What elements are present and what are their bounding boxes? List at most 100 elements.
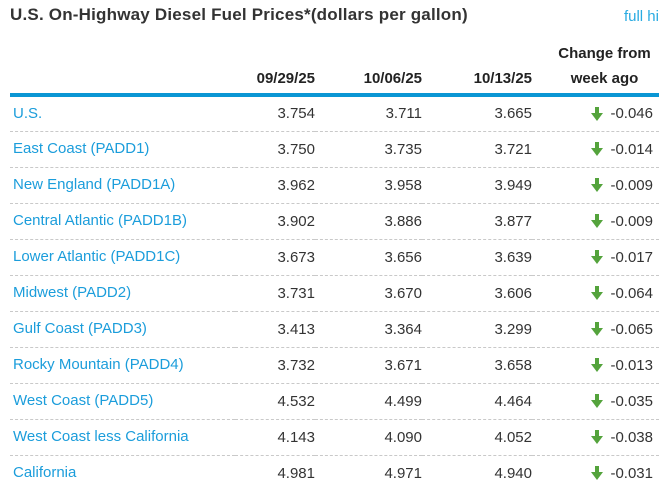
- change-value: -0.009: [610, 176, 653, 194]
- date-column-header: 09/29/25: [235, 62, 315, 97]
- price-cell: 3.665: [422, 95, 532, 132]
- price-cell: 3.670: [315, 275, 422, 312]
- price-cell: 4.464: [422, 383, 532, 420]
- region-column-header: [10, 62, 235, 97]
- price-cell: 3.656: [315, 239, 422, 276]
- table-row: New England (PADD1A) 3.962 3.958 3.949 -…: [10, 167, 659, 204]
- price-cell: 4.940: [494, 464, 532, 482]
- price-cell: 4.143: [235, 419, 315, 456]
- region-cell: Lower Atlantic (PADD1C): [10, 239, 235, 276]
- price-cell: 3.711: [315, 95, 422, 132]
- change-value: -0.009: [610, 212, 653, 230]
- price-cell: 3.877: [422, 203, 532, 240]
- down-arrow-icon: [591, 430, 604, 444]
- table-row: West Coast less California 4.143 4.090 4…: [10, 419, 659, 456]
- change-cell: -0.009: [532, 167, 659, 204]
- change-cell: -0.035: [532, 383, 659, 420]
- down-arrow-icon: [591, 214, 604, 228]
- change-value: -0.046: [610, 105, 653, 123]
- change-value: -0.013: [610, 356, 653, 374]
- region-cell: Rocky Mountain (PADD4): [10, 347, 235, 384]
- change-value: -0.038: [610, 428, 653, 446]
- table-row: Midwest (PADD2) 3.731 3.670 3.606 -0.064: [10, 275, 659, 312]
- region-link[interactable]: Lower Atlantic (PADD1C): [13, 248, 181, 265]
- table-row: Rocky Mountain (PADD4) 3.732 3.671 3.658…: [10, 347, 659, 384]
- price-cell: 3.754: [235, 95, 315, 132]
- title-bar: U.S. On-Highway Diesel Fuel Prices*(doll…: [0, 0, 659, 38]
- change-value: -0.064: [610, 284, 653, 302]
- price-cell: 4.532: [235, 383, 315, 420]
- region-cell: New England (PADD1A): [10, 167, 235, 204]
- region-cell: West Coast (PADD5): [10, 383, 235, 420]
- region-cell: U.S.: [10, 95, 235, 132]
- price-cell: 3.962: [235, 167, 315, 204]
- down-arrow-icon: [591, 358, 604, 372]
- down-arrow-icon: [591, 250, 604, 264]
- change-cell: -0.017: [532, 239, 659, 276]
- region-cell: West Coast less California: [10, 419, 235, 456]
- change-cell: -0.046: [532, 95, 659, 132]
- region-link[interactable]: Midwest (PADD2): [13, 284, 132, 301]
- price-cell: 3.658: [422, 347, 532, 384]
- price-cell: 3.750: [235, 131, 315, 168]
- price-cell: 3.735: [315, 131, 422, 168]
- price-cell: 3.731: [235, 275, 315, 312]
- table-row: Gulf Coast (PADD3) 3.413 3.364 3.299 -0.…: [10, 311, 659, 348]
- price-cell: 3.732: [235, 347, 315, 384]
- region-link[interactable]: California: [13, 464, 77, 482]
- page-title: U.S. On-Highway Diesel Fuel Prices*(doll…: [10, 5, 468, 24]
- region-link[interactable]: West Coast (PADD5): [13, 392, 154, 409]
- region-link[interactable]: West Coast less California: [13, 428, 189, 445]
- region-cell: Central Atlantic (PADD1B): [10, 203, 235, 240]
- price-cell: 3.364: [315, 311, 422, 348]
- change-value: -0.035: [610, 392, 653, 410]
- change-value: -0.017: [610, 248, 653, 266]
- price-cell: 3.673: [235, 239, 315, 276]
- table-row: East Coast (PADD1) 3.750 3.735 3.721 -0.…: [10, 131, 659, 168]
- region-cell: East Coast (PADD1): [10, 131, 235, 168]
- table-row: West Coast (PADD5) 4.532 4.499 4.464 -0.…: [10, 383, 659, 420]
- down-arrow-icon: [591, 142, 604, 156]
- region-cell: Gulf Coast (PADD3): [10, 311, 235, 348]
- region-link[interactable]: Rocky Mountain (PADD4): [13, 356, 184, 373]
- price-cell: 3.949: [422, 167, 532, 204]
- price-cell: 3.639: [422, 239, 532, 276]
- down-arrow-icon: [591, 286, 604, 300]
- change-cell: -0.064: [532, 275, 659, 312]
- price-cell: 3.606: [422, 275, 532, 312]
- date-column-header: 10/13/25: [422, 62, 532, 97]
- price-cell: 4.090: [315, 419, 422, 456]
- region-link[interactable]: New England (PADD1A): [13, 176, 176, 193]
- price-cell: 3.902: [235, 203, 315, 240]
- full-history-link[interactable]: full hi: [623, 8, 659, 25]
- price-cell: 3.886: [315, 203, 422, 240]
- region-link[interactable]: Central Atlantic (PADD1B): [13, 212, 187, 229]
- week-ago-header: week ago: [532, 62, 659, 97]
- region-link[interactable]: East Coast (PADD1): [13, 140, 150, 157]
- price-cell: 3.299: [422, 311, 532, 348]
- region-link[interactable]: Gulf Coast (PADD3): [13, 320, 147, 337]
- price-cell: 4.981: [277, 464, 315, 482]
- diesel-price-table: Change from 09/29/25 10/06/25 10/13/25 w…: [10, 38, 659, 491]
- change-cell: -0.009: [532, 203, 659, 240]
- table-row: Central Atlantic (PADD1B) 3.902 3.886 3.…: [10, 203, 659, 240]
- table-row: California 4.981 4.971 4.940 -0.031: [10, 455, 659, 491]
- change-cell: -0.038: [532, 419, 659, 456]
- region-link[interactable]: U.S.: [13, 104, 43, 122]
- change-from-header: Change from: [558, 45, 651, 62]
- change-value: -0.065: [610, 320, 653, 338]
- price-cell: 3.413: [235, 311, 315, 348]
- change-cell: -0.014: [532, 131, 659, 168]
- down-arrow-icon: [591, 394, 604, 408]
- region-cell: California: [10, 455, 235, 491]
- change-cell: -0.065: [532, 311, 659, 348]
- change-value: -0.014: [610, 140, 653, 158]
- date-column-header: 10/06/25: [315, 62, 422, 97]
- down-arrow-icon: [591, 106, 604, 121]
- change-cell: -0.013: [532, 347, 659, 384]
- change-cell: -0.031: [532, 455, 659, 491]
- price-cell: 3.958: [315, 167, 422, 204]
- down-arrow-icon: [591, 322, 604, 336]
- table-header: Change from 09/29/25 10/06/25 10/13/25 w…: [10, 38, 659, 97]
- table-row: U.S. 3.754 3.711 3.665 -0.046: [10, 95, 659, 132]
